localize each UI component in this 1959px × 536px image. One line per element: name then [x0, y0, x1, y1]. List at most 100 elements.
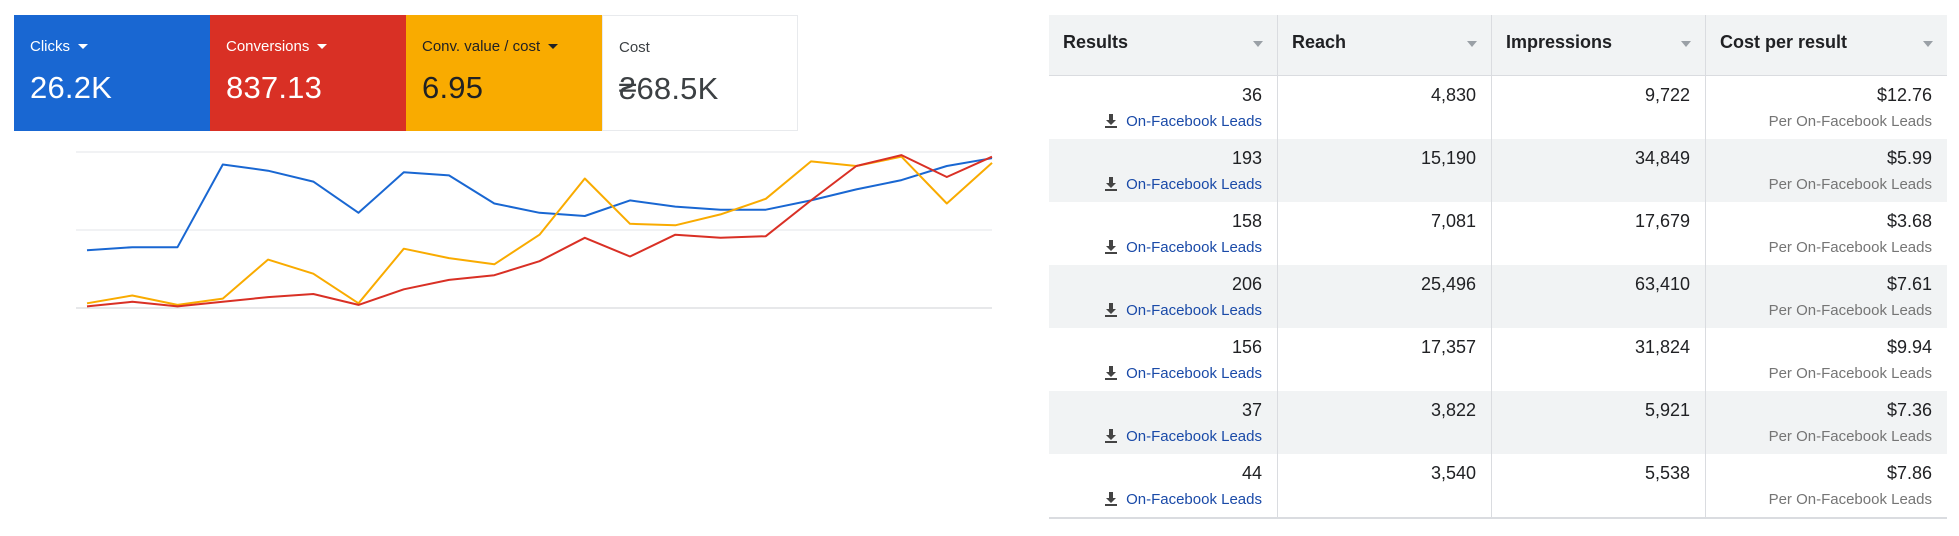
download-icon: [1104, 176, 1118, 195]
result-type-link[interactable]: On-Facebook Leads: [1057, 176, 1262, 195]
results-cell: 36 On-Facebook Leads: [1049, 76, 1278, 139]
cost-per-result-value: $7.86: [1886, 463, 1932, 483]
impressions-value: 34,849: [1634, 148, 1690, 168]
download-icon: [1104, 491, 1118, 510]
impressions-cell: 9,722: [1492, 76, 1706, 139]
table-row[interactable]: 44 On-Facebook Leads 3,540 5,538 $7.86 Per On…: [1049, 454, 1947, 517]
column-header-reach[interactable]: Reach: [1278, 15, 1492, 75]
download-icon: [1104, 365, 1118, 384]
impressions-value: 9,722: [1644, 85, 1690, 105]
cost-per-result-value: $7.36: [1886, 400, 1932, 420]
cost-per-result-cell: $9.94 Per On-Facebook Leads: [1706, 328, 1947, 391]
column-header-label: Impressions: [1506, 32, 1613, 52]
cost-metric-card[interactable]: Cost ₴68.5K: [602, 15, 798, 131]
metric-label: Cost: [619, 38, 781, 56]
reach-value: 3,822: [1430, 400, 1476, 420]
result-type-label: On-Facebook Leads: [1126, 302, 1262, 319]
cost-per-result-value: $9.94: [1886, 337, 1932, 357]
impressions-value: 5,921: [1644, 400, 1690, 420]
table-row[interactable]: 206 On-Facebook Leads 25,496 63,410 $7.61 Per…: [1049, 265, 1947, 328]
result-type-label: On-Facebook Leads: [1126, 176, 1262, 193]
cost-per-result-cell: $7.61 Per On-Facebook Leads: [1706, 265, 1947, 328]
results-cell: 44 On-Facebook Leads: [1049, 454, 1278, 517]
column-header-label: Cost per result: [1720, 32, 1848, 52]
results-cell: 206 On-Facebook Leads: [1049, 265, 1278, 328]
chart-series-line-1: [86, 157, 993, 252]
result-type-link[interactable]: On-Facebook Leads: [1057, 113, 1262, 132]
column-header-impressions[interactable]: Impressions: [1492, 15, 1706, 75]
cost-per-result-cell: $12.76 Per On-Facebook Leads: [1706, 76, 1947, 139]
reach-value: 7,081: [1430, 211, 1476, 231]
impressions-cell: 5,538: [1492, 454, 1706, 517]
impressions-cell: 63,410: [1492, 265, 1706, 328]
sort-caret-icon[interactable]: [1467, 41, 1477, 47]
cost-per-result-cell: $7.36 Per On-Facebook Leads: [1706, 391, 1947, 454]
results-cell: 37 On-Facebook Leads: [1049, 391, 1278, 454]
impressions-value: 63,410: [1634, 274, 1690, 294]
table-row[interactable]: 36 On-Facebook Leads 4,830 9,722 $12.76 Per O…: [1049, 76, 1947, 139]
download-icon: [1104, 302, 1118, 321]
results-value: 36: [1241, 85, 1262, 105]
cost-per-result-value: $7.61: [1886, 274, 1932, 294]
metric-label: Conv. value / cost: [422, 37, 586, 55]
caret-down-icon[interactable]: [78, 43, 88, 49]
cost-per-result-cell: $7.86 Per On-Facebook Leads: [1706, 454, 1947, 517]
results-value: 158: [1231, 211, 1262, 231]
chart-series-line-3: [86, 154, 993, 308]
conv-value-cost-label: Conv. value / cost: [422, 37, 541, 55]
cost-per-result-note: Per On-Facebook Leads: [1768, 239, 1932, 256]
impressions-value: 5,538: [1644, 463, 1690, 483]
results-table: Results Reach Impressions Cost per resul…: [1049, 15, 1947, 519]
caret-down-icon[interactable]: [317, 43, 328, 49]
clicks-label: Clicks: [30, 37, 70, 55]
conversions-metric-card[interactable]: Conversions 837.13: [210, 15, 406, 131]
reach-value: 25,496: [1420, 274, 1476, 294]
sort-caret-icon[interactable]: [1681, 41, 1691, 47]
conv-value-cost-metric-card[interactable]: Conv. value / cost 6.95: [406, 15, 602, 131]
reach-cell: 7,081: [1278, 202, 1492, 265]
impressions-cell: 34,849: [1492, 139, 1706, 202]
impressions-cell: 31,824: [1492, 328, 1706, 391]
sort-caret-icon[interactable]: [1923, 41, 1933, 47]
caret-down-icon[interactable]: [548, 43, 559, 49]
reach-cell: 4,830: [1278, 76, 1492, 139]
table-row[interactable]: 158 On-Facebook Leads 7,081 17,679 $3.68 Per …: [1049, 202, 1947, 265]
result-type-link[interactable]: On-Facebook Leads: [1057, 239, 1262, 258]
result-type-link[interactable]: On-Facebook Leads: [1057, 302, 1262, 321]
cost-per-result-cell: $5.99 Per On-Facebook Leads: [1706, 139, 1947, 202]
reach-cell: 25,496: [1278, 265, 1492, 328]
result-type-link[interactable]: On-Facebook Leads: [1057, 365, 1262, 384]
table-row[interactable]: 37 On-Facebook Leads 3,822 5,921 $7.36 Per On…: [1049, 391, 1947, 454]
result-type-link[interactable]: On-Facebook Leads: [1057, 491, 1262, 510]
reach-value: 4,830: [1430, 85, 1476, 105]
results-value: 156: [1231, 337, 1262, 357]
performance-line-chart: [76, 151, 993, 309]
reach-value: 3,540: [1430, 463, 1476, 483]
clicks-value: 26.2K: [30, 70, 113, 105]
sort-caret-icon[interactable]: [1253, 41, 1263, 47]
table-bottom-border: [1049, 517, 1947, 519]
result-type-label: On-Facebook Leads: [1126, 491, 1262, 508]
table-row[interactable]: 156 On-Facebook Leads 17,357 31,824 $9.94 Per…: [1049, 328, 1947, 391]
cost-per-result-cell: $3.68 Per On-Facebook Leads: [1706, 202, 1947, 265]
result-type-label: On-Facebook Leads: [1126, 113, 1262, 130]
results-cell: 158 On-Facebook Leads: [1049, 202, 1278, 265]
cost-label: Cost: [619, 38, 650, 56]
download-icon: [1104, 428, 1118, 447]
clicks-metric-card[interactable]: Clicks 26.2K: [14, 15, 210, 131]
result-type-label: On-Facebook Leads: [1126, 365, 1262, 382]
table-row[interactable]: 193 On-Facebook Leads 15,190 34,849 $5.99 Per…: [1049, 139, 1947, 202]
result-type-label: On-Facebook Leads: [1126, 428, 1262, 445]
reach-cell: 3,822: [1278, 391, 1492, 454]
conv-value-cost-value: 6.95: [422, 70, 484, 105]
cost-per-result-note: Per On-Facebook Leads: [1768, 176, 1932, 193]
reach-value: 17,357: [1420, 337, 1476, 357]
result-type-link[interactable]: On-Facebook Leads: [1057, 428, 1262, 447]
column-header-results[interactable]: Results: [1049, 15, 1278, 75]
reach-cell: 15,190: [1278, 139, 1492, 202]
reach-cell: 3,540: [1278, 454, 1492, 517]
column-header-cost-per-result[interactable]: Cost per result: [1706, 15, 1947, 75]
reach-cell: 17,357: [1278, 328, 1492, 391]
cost-per-result-note: Per On-Facebook Leads: [1768, 302, 1932, 319]
cost-per-result-value: $5.99: [1886, 148, 1932, 168]
